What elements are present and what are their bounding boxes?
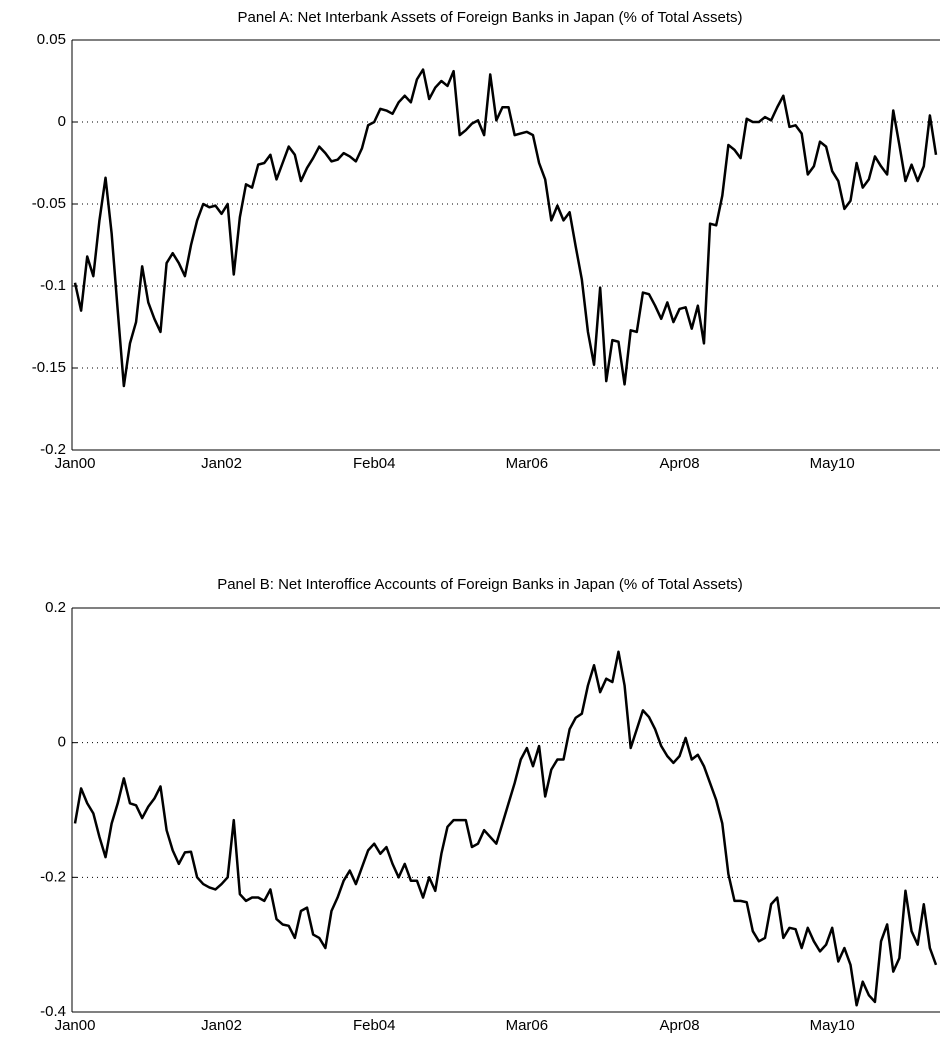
x-tick-label: Mar06 xyxy=(506,455,549,472)
y-tick-label: 0 xyxy=(58,734,66,751)
x-tick-label: Mar06 xyxy=(506,1017,549,1034)
y-tick-label: -0.2 xyxy=(40,441,66,458)
x-tick-label: May10 xyxy=(810,1017,855,1034)
y-tick-label: 0.05 xyxy=(37,31,66,48)
y-tick-label: 0.2 xyxy=(45,599,66,616)
data-line xyxy=(73,68,938,388)
y-tick-label: -0.15 xyxy=(32,359,66,376)
y-tick-label: -0.4 xyxy=(40,1003,66,1020)
x-tick-label: Jan00 xyxy=(55,455,96,472)
x-tick-label: Feb04 xyxy=(353,455,396,472)
y-tick-label: -0.1 xyxy=(40,277,66,294)
y-tick-label: 0 xyxy=(58,113,66,130)
x-tick-label: Jan02 xyxy=(201,1017,242,1034)
x-tick-label: May10 xyxy=(810,455,855,472)
x-tick-label: Jan02 xyxy=(201,455,242,472)
x-tick-label: Apr08 xyxy=(660,1017,700,1034)
chart-title: Panel A: Net Interbank Assets of Foreign… xyxy=(238,9,743,26)
y-tick-label: -0.05 xyxy=(32,195,66,212)
y-tick-label: -0.2 xyxy=(40,868,66,885)
x-tick-label: Feb04 xyxy=(353,1017,396,1034)
x-tick-label: Jan00 xyxy=(55,1017,96,1034)
chart-title: Panel B: Net Interoffice Accounts of For… xyxy=(217,576,743,593)
x-tick-label: Apr08 xyxy=(660,455,700,472)
data-line xyxy=(73,650,938,1007)
